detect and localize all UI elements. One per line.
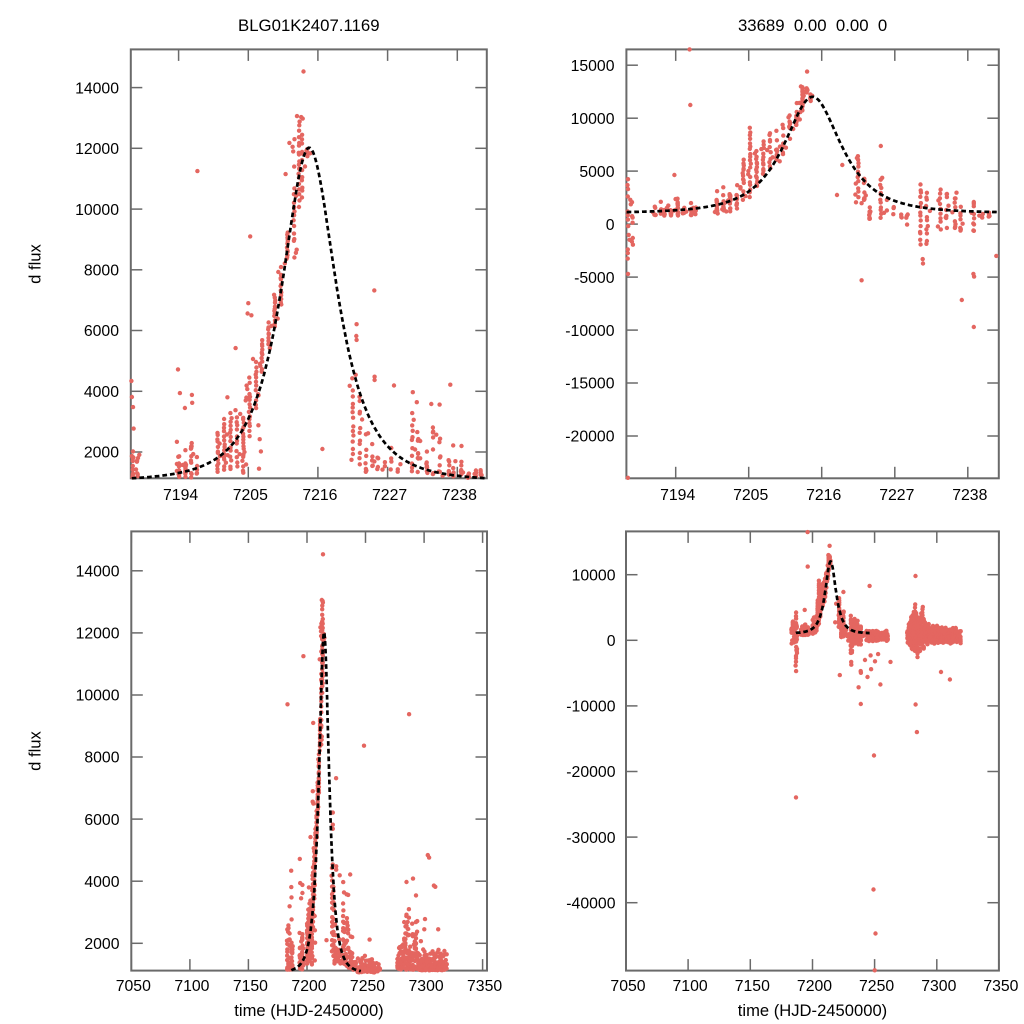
svg-text:4000: 4000 [84, 384, 119, 401]
svg-text:-5000: -5000 [574, 270, 615, 287]
svg-text:8000: 8000 [84, 263, 119, 280]
svg-text:2000: 2000 [84, 445, 119, 462]
svg-text:7194: 7194 [660, 487, 695, 504]
svg-text:-10000: -10000 [565, 323, 614, 340]
svg-text:10000: 10000 [76, 688, 120, 705]
svg-text:time (HJD-2450000): time (HJD-2450000) [234, 1001, 383, 1020]
svg-text:7200: 7200 [291, 978, 326, 995]
svg-text:7050: 7050 [116, 978, 151, 995]
svg-text:7205: 7205 [733, 487, 768, 504]
svg-text:10000: 10000 [75, 202, 119, 219]
svg-text:7350: 7350 [983, 978, 1018, 995]
svg-text:7238: 7238 [442, 487, 477, 504]
svg-text:7250: 7250 [350, 978, 385, 995]
svg-text:5000: 5000 [579, 164, 614, 181]
svg-text:10000: 10000 [571, 111, 615, 128]
svg-text:33689 0.00 0.00 0: 33689 0.00 0.00 0 [738, 16, 887, 35]
svg-text:14000: 14000 [75, 80, 119, 97]
svg-text:-20000: -20000 [565, 429, 614, 446]
svg-text:0: 0 [606, 217, 615, 234]
svg-text:6000: 6000 [84, 323, 119, 340]
svg-text:7350: 7350 [467, 978, 502, 995]
svg-text:12000: 12000 [76, 626, 120, 643]
svg-text:-30000: -30000 [566, 830, 615, 847]
svg-text:7250: 7250 [859, 978, 894, 995]
svg-text:8000: 8000 [84, 750, 119, 767]
svg-text:7100: 7100 [174, 978, 209, 995]
svg-text:7300: 7300 [921, 978, 956, 995]
svg-text:7227: 7227 [372, 487, 407, 504]
svg-text:7150: 7150 [735, 978, 770, 995]
svg-text:10000: 10000 [572, 567, 616, 584]
svg-text:7238: 7238 [952, 487, 987, 504]
svg-text:7205: 7205 [233, 487, 268, 504]
svg-text:-20000: -20000 [566, 764, 615, 781]
svg-text:d flux: d flux [26, 243, 45, 283]
svg-text:4000: 4000 [84, 874, 119, 891]
svg-text:-10000: -10000 [566, 699, 615, 716]
svg-text:-40000: -40000 [566, 895, 615, 912]
svg-text:7050: 7050 [610, 978, 645, 995]
svg-text:7216: 7216 [302, 487, 337, 504]
svg-text:7216: 7216 [806, 487, 841, 504]
svg-text:-15000: -15000 [565, 376, 614, 393]
svg-text:7194: 7194 [163, 487, 198, 504]
svg-text:2000: 2000 [84, 936, 119, 953]
svg-text:15000: 15000 [571, 58, 615, 75]
svg-text:BLG01K2407.1169: BLG01K2407.1169 [238, 16, 380, 35]
svg-text:time (HJD-2450000): time (HJD-2450000) [738, 1001, 887, 1020]
svg-text:7300: 7300 [409, 978, 444, 995]
svg-text:0: 0 [607, 633, 616, 650]
svg-text:d flux: d flux [26, 730, 45, 770]
svg-text:6000: 6000 [84, 812, 119, 829]
svg-text:7100: 7100 [673, 978, 708, 995]
svg-text:12000: 12000 [75, 141, 119, 158]
svg-text:7227: 7227 [879, 487, 914, 504]
svg-text:7200: 7200 [797, 978, 832, 995]
svg-text:14000: 14000 [76, 564, 120, 581]
svg-text:7150: 7150 [233, 978, 268, 995]
